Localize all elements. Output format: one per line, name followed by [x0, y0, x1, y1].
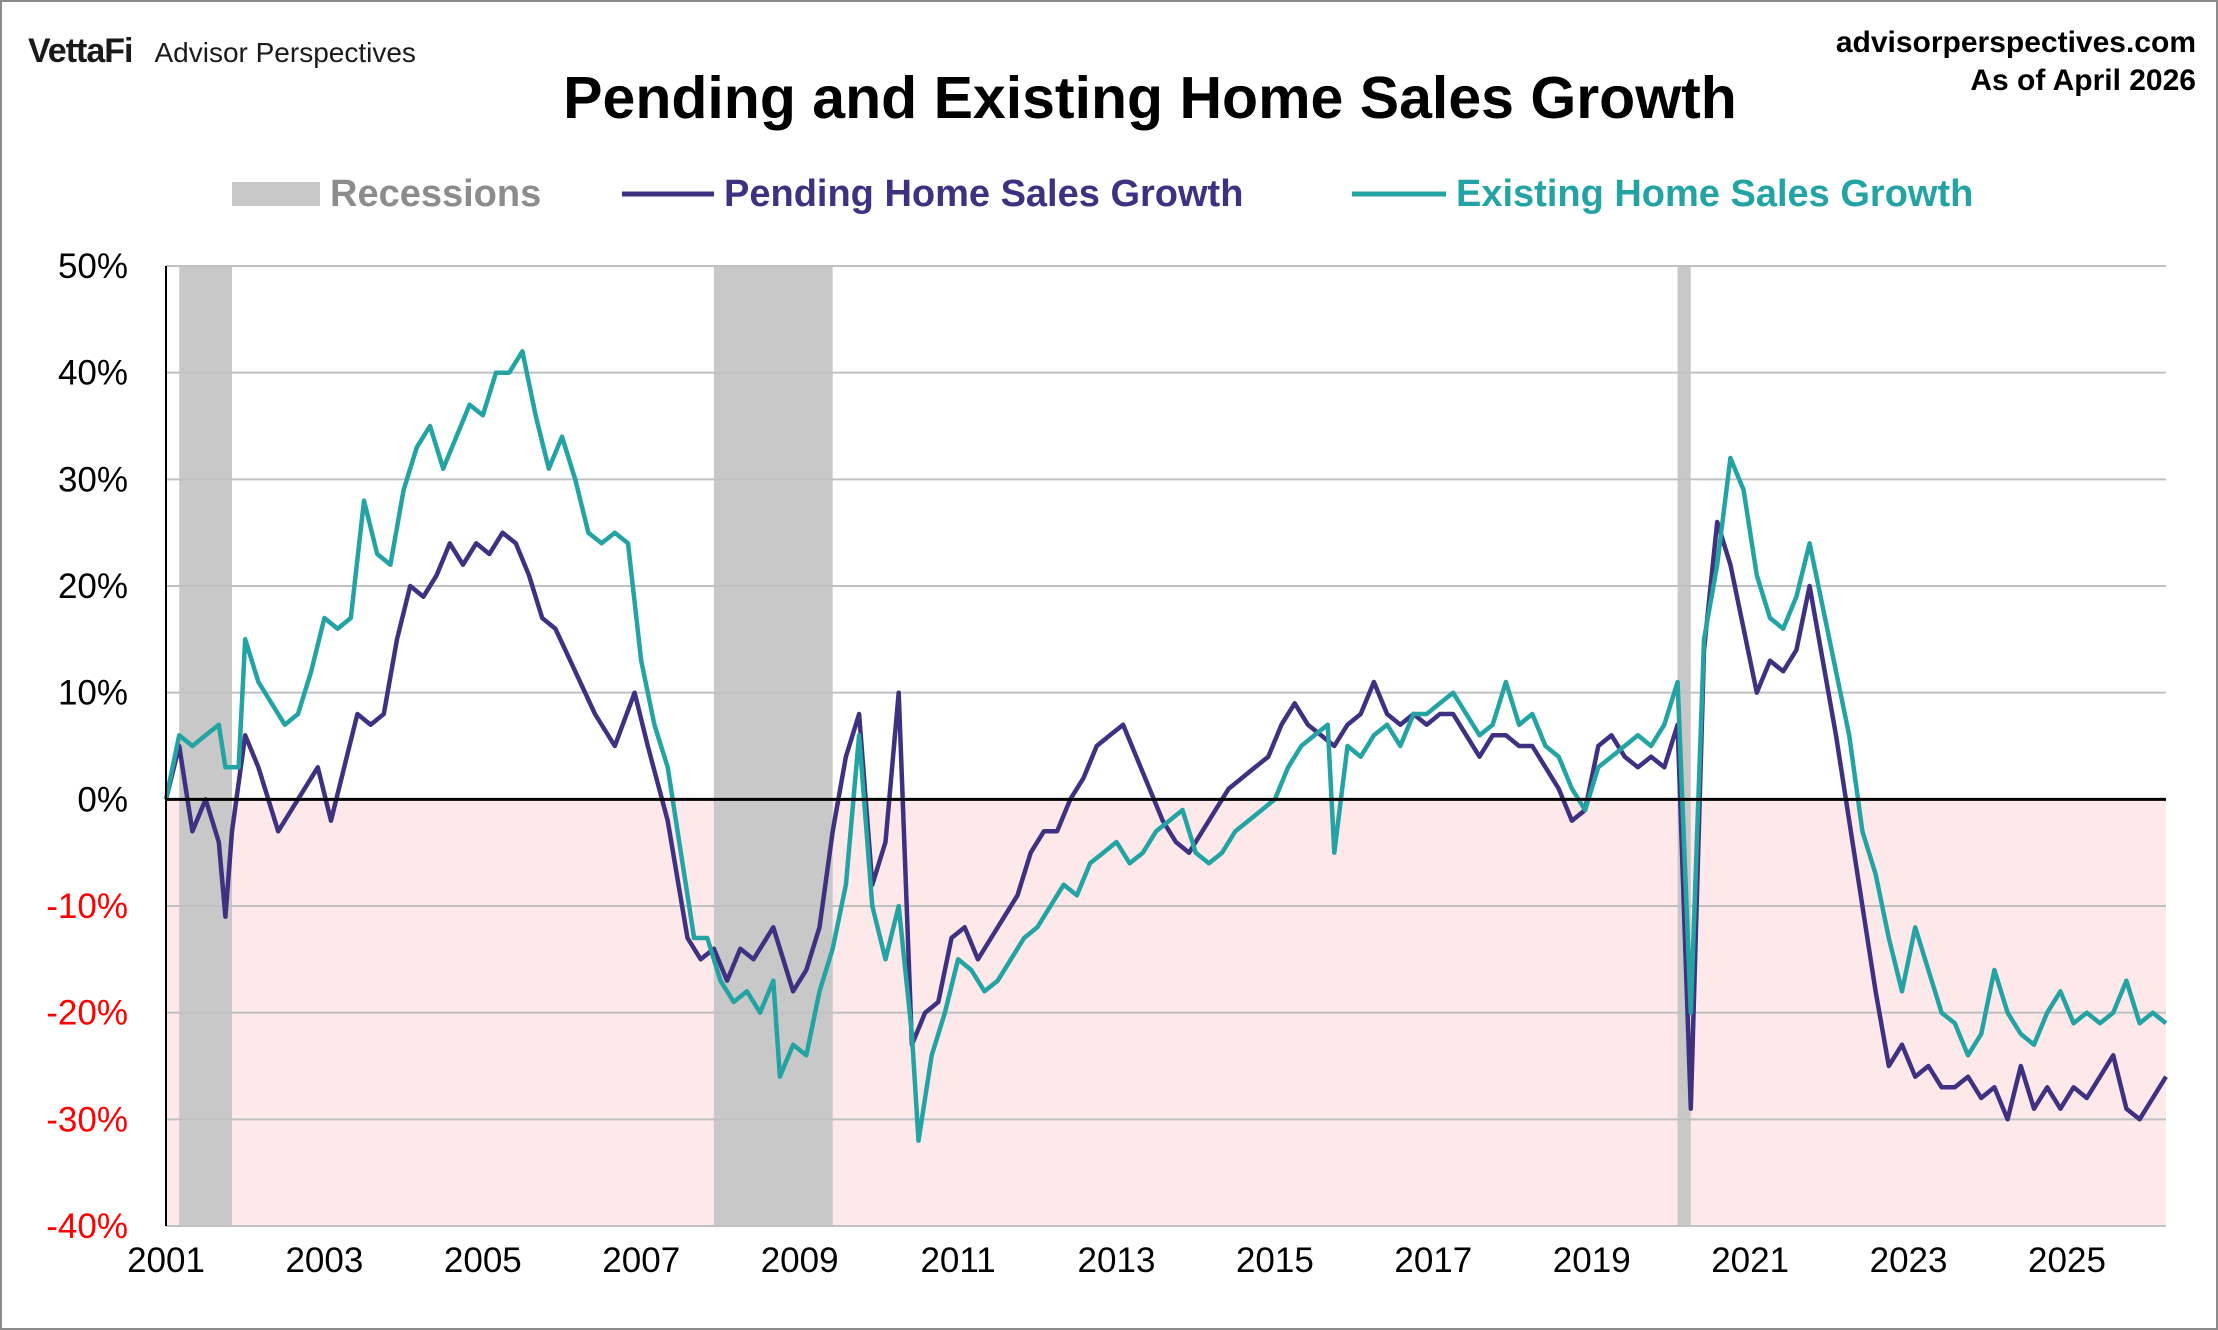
y-tick-label: 50%	[58, 247, 128, 286]
x-tick-label: 2015	[1236, 1241, 1314, 1280]
y-tick-label: 10%	[58, 674, 128, 713]
logo-brand: VettaFi	[28, 32, 133, 70]
logo: VettaFi Advisor Perspectives	[28, 32, 416, 71]
source-info: advisorperspectives.com As of April 2026	[1836, 24, 2196, 100]
legend-existing-label: Existing Home Sales Growth	[1456, 173, 1973, 215]
y-tick-label: 20%	[58, 567, 128, 606]
y-tick-label: 0%	[77, 780, 128, 819]
y-tick-label: -10%	[46, 887, 128, 926]
logo-subtitle: Advisor Perspectives	[154, 37, 416, 68]
x-tick-label: 2007	[602, 1241, 680, 1280]
existing-series-line	[163, 349, 2168, 1143]
legend-pending-label: Pending Home Sales Growth	[724, 173, 1243, 215]
x-tick-label: 2011	[920, 1241, 995, 1280]
x-tick-label: 2023	[1870, 1241, 1948, 1280]
x-tick-label: 2005	[444, 1241, 522, 1280]
legend-recession-swatch	[232, 182, 320, 206]
y-tick-label: 30%	[58, 460, 128, 499]
as-of-date: As of April 2026	[1970, 64, 2196, 97]
source-url: advisorperspectives.com	[1835, 26, 2196, 59]
x-tick-label: 2013	[1078, 1241, 1156, 1280]
y-tick-label: 40%	[58, 354, 128, 393]
x-tick-label: 2019	[1553, 1241, 1631, 1280]
y-tick-label: -40%	[46, 1207, 128, 1246]
x-tick-label: 2003	[285, 1241, 363, 1280]
chart-title: Pending and Existing Home Sales Growth	[563, 65, 1737, 131]
x-tick-label: 2001	[127, 1241, 205, 1280]
recession-band-2	[713, 266, 833, 1226]
x-tick-label: 2025	[2028, 1241, 2106, 1280]
x-tick-label: 2009	[761, 1241, 839, 1280]
pending-series-line	[163, 519, 2168, 1122]
x-tick-label: 2017	[1394, 1241, 1472, 1280]
y-tick-label: -20%	[46, 994, 128, 1033]
x-tick-label: 2021	[1711, 1241, 1789, 1280]
legend-recession-label: Recessions	[330, 173, 541, 215]
y-tick-label: -30%	[46, 1100, 128, 1139]
